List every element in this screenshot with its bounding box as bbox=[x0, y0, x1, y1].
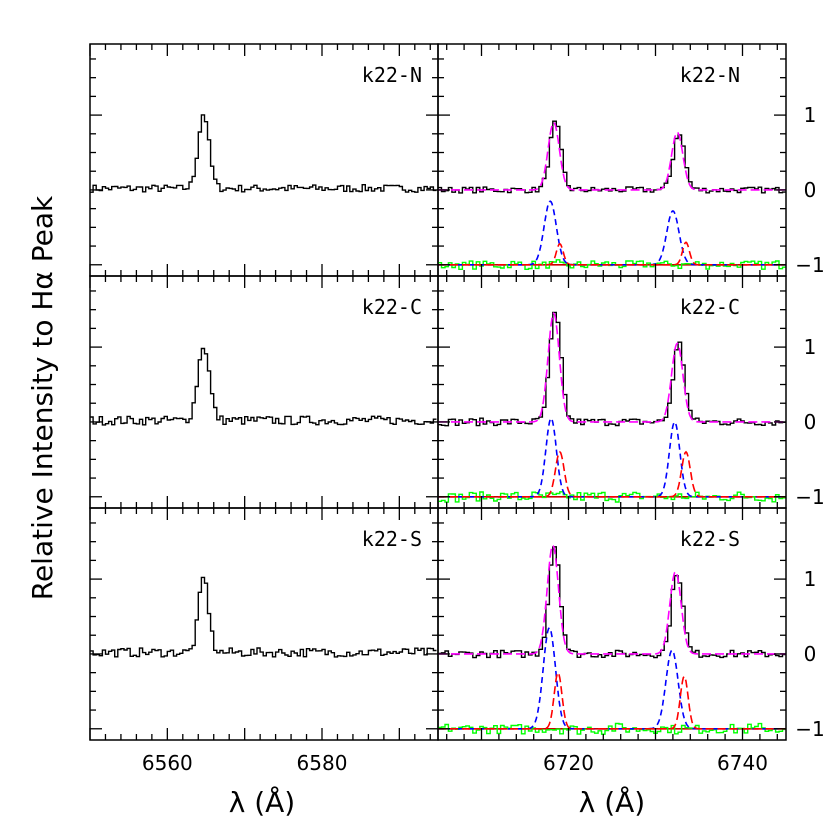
panel-label-left-1: k22-N bbox=[362, 63, 422, 87]
sii-spectrum-2 bbox=[438, 311, 786, 427]
x-axis-title-left: λ (Å) bbox=[229, 785, 295, 819]
broad-component-3 bbox=[438, 671, 786, 730]
ticks-left-row-3 bbox=[89, 508, 438, 740]
ticks-left-row-2 bbox=[89, 276, 438, 508]
x-axis-title-right: λ (Å) bbox=[579, 785, 645, 819]
y-tick-label: 0 bbox=[804, 178, 817, 202]
narrow-component-2 bbox=[438, 416, 786, 498]
panel-label-right-1: k22-N bbox=[680, 63, 740, 87]
ticks-right-row-2 bbox=[438, 276, 786, 508]
y-tick-label: −1 bbox=[795, 253, 824, 277]
y-tick-label: −1 bbox=[795, 485, 824, 509]
halpha-spectrum-2 bbox=[90, 347, 437, 426]
right-panel-frame-3 bbox=[437, 507, 787, 741]
panel-label-right-2: k22-C bbox=[680, 295, 740, 319]
y-tick-label: 1 bbox=[804, 103, 817, 127]
panel-row-3: k22-S k22-S −1 0 1 bbox=[89, 507, 825, 741]
plot-area: k22-N k22-N −1 0 1 k22-C k22-C −1 0 1 k22-S k22-S −1… bbox=[89, 43, 825, 775]
y-tick-label: −1 bbox=[795, 717, 824, 741]
halpha-spectrum-3 bbox=[90, 576, 437, 658]
residual-2 bbox=[438, 491, 786, 503]
total-fit-1 bbox=[438, 121, 786, 191]
ticks-left-row-1 bbox=[89, 44, 438, 276]
total-fit-3 bbox=[438, 543, 786, 655]
x-tick-label-left: 6580 bbox=[297, 751, 348, 775]
narrow-component-3 bbox=[438, 626, 786, 730]
y-axis-title: Relative Intensity to Hα Peak bbox=[26, 195, 59, 600]
x-tick-label-left: 6560 bbox=[142, 751, 193, 775]
panel-label-left-2: k22-C bbox=[362, 295, 422, 319]
total-fit-2 bbox=[438, 311, 786, 423]
narrow-component-1 bbox=[438, 200, 786, 266]
y-tick-label: 0 bbox=[804, 642, 817, 666]
sii-spectrum-1 bbox=[438, 120, 786, 194]
panel-row-1: k22-N k22-N −1 0 1 bbox=[89, 43, 825, 277]
x-tick-label-right: 6740 bbox=[717, 751, 768, 775]
halpha-spectrum-1 bbox=[90, 114, 437, 193]
y-tick-label: 0 bbox=[804, 410, 817, 434]
ticks-right-row-1 bbox=[438, 44, 786, 276]
panel-row-2: k22-C k22-C −1 0 1 bbox=[89, 275, 825, 509]
y-tick-label: 1 bbox=[804, 335, 817, 359]
broad-component-2 bbox=[438, 450, 786, 498]
x-tick-label-right: 6720 bbox=[543, 751, 594, 775]
ticks-right-row-3 bbox=[438, 508, 786, 740]
y-tick-label: 1 bbox=[804, 567, 817, 591]
broad-component-1 bbox=[438, 241, 786, 266]
panel-label-left-3: k22-S bbox=[362, 527, 422, 551]
sii-spectrum-3 bbox=[438, 546, 786, 659]
panel-label-right-3: k22-S bbox=[680, 527, 740, 551]
